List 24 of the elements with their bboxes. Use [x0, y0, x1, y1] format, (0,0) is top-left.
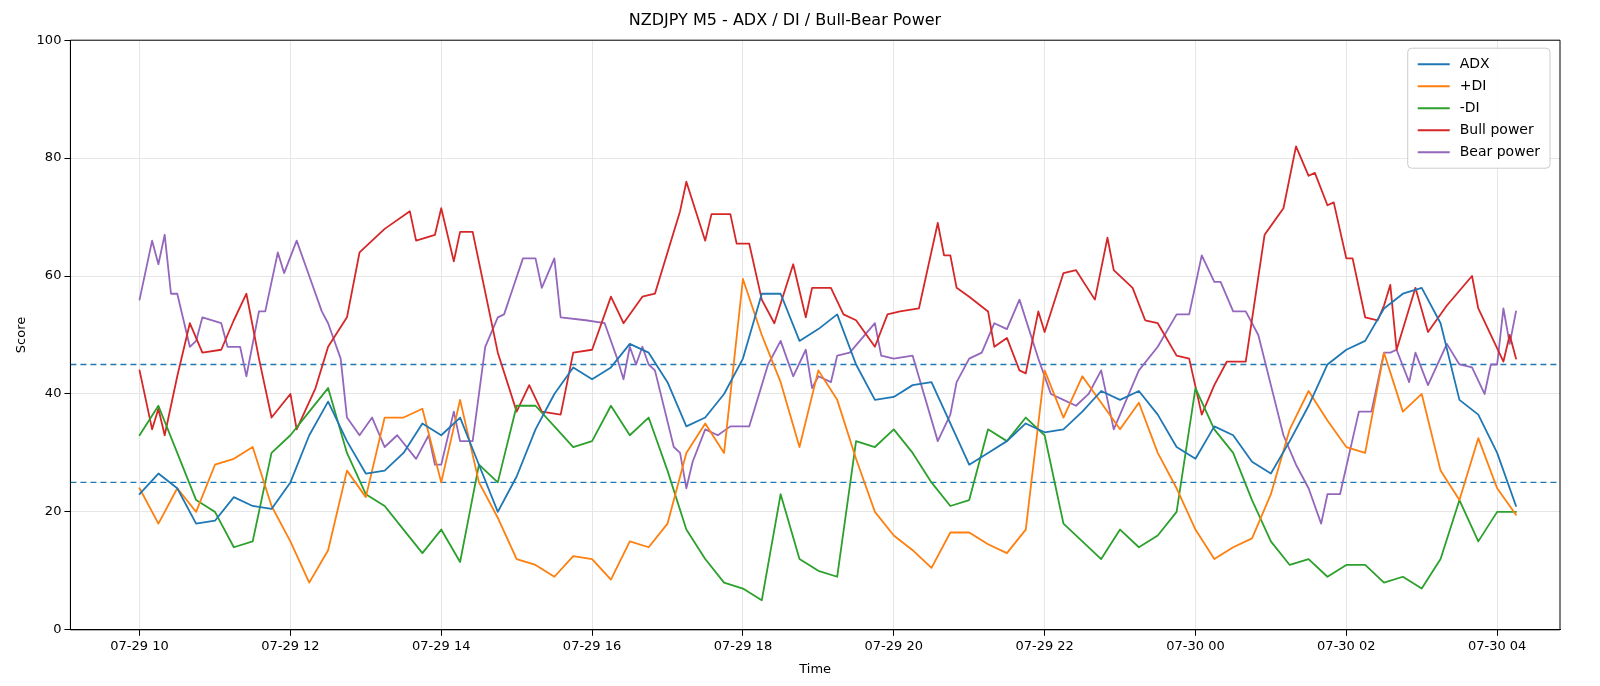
y-tick-label: 40 — [44, 385, 62, 401]
x-tick-label: 07-29 16 — [562, 637, 622, 653]
x-tick-label: 07-30 04 — [1467, 637, 1527, 653]
x-tick-label: 07-29 10 — [110, 637, 169, 653]
x-tick-label: 07-29 22 — [1015, 637, 1074, 653]
x-tick-label: 07-29 18 — [713, 637, 773, 653]
y-axis-title: Score — [13, 316, 29, 354]
x-axis-title: Time — [798, 660, 832, 676]
x-tick-label: 07-30 00 — [1166, 637, 1225, 653]
legend-label: Bull power — [1459, 120, 1534, 137]
x-tick-label: 07-29 12 — [261, 637, 320, 653]
legend-label: +DI — [1459, 76, 1487, 93]
x-tick-label: 07-30 02 — [1317, 637, 1376, 653]
x-tick-label: 07-29 20 — [864, 637, 923, 653]
y-tick-label: 80 — [44, 149, 62, 165]
y-tick-label: 0 — [53, 621, 62, 637]
y-tick-label: 60 — [44, 267, 62, 283]
legend-label: -DI — [1459, 98, 1480, 115]
legend-label: ADX — [1459, 54, 1491, 71]
legend-label: Bear power — [1459, 142, 1541, 159]
x-tick-label: 07-29 14 — [412, 637, 471, 653]
chart-title: NZDJPY M5 - ADX / DI / Bull-Bear Power — [628, 9, 942, 29]
y-tick-label: 20 — [44, 503, 62, 519]
y-tick-label: 100 — [36, 31, 62, 47]
